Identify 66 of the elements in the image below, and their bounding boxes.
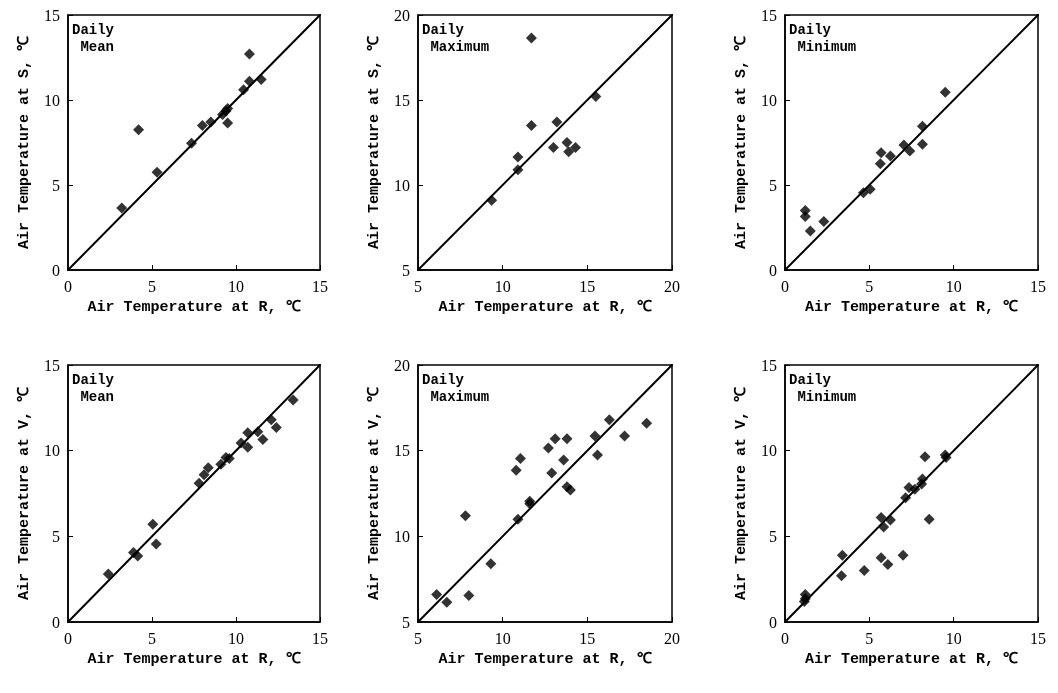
x-tick-label: 5 (865, 629, 874, 647)
x-axis-title: Air Temperature at R, ℃ (804, 299, 1019, 316)
x-tick-label: 10 (945, 277, 962, 295)
y-tick-label: 10 (44, 91, 60, 109)
y-tick-label: 5 (402, 613, 410, 631)
y-tick-label: 10 (394, 176, 410, 194)
y-axis-title: Air Temperature at V, ℃ (366, 386, 383, 601)
y-tick-label: 0 (769, 613, 777, 631)
annotation: Daily Maximum (422, 21, 490, 55)
y-axis-title: Air Temperature at S, ℃ (16, 35, 33, 250)
x-axis-title: Air Temperature at R, ℃ (87, 299, 301, 316)
x-tick-label: 10 (494, 629, 511, 647)
y-tick-label: 10 (761, 91, 777, 109)
x-tick-label: 20 (664, 629, 680, 647)
x-tick-label: 5 (148, 277, 156, 295)
x-axis-title: Air Temperature at R, ℃ (87, 651, 301, 668)
y-tick-label: 20 (394, 356, 410, 374)
x-tick-label: 15 (312, 629, 328, 647)
y-tick-label: 15 (44, 356, 60, 374)
x-tick-label: 5 (148, 629, 156, 647)
x-axis-title: Air Temperature at R, ℃ (438, 299, 652, 316)
y-tick-label: 15 (394, 442, 410, 460)
x-tick-label: 15 (579, 277, 596, 295)
x-tick-label: 0 (64, 277, 72, 295)
x-tick-label: 20 (664, 277, 680, 295)
y-tick-label: 5 (52, 527, 60, 545)
annotation: Daily Minimum (789, 21, 857, 55)
y-tick-label: 10 (394, 527, 410, 545)
x-tick-label: 10 (228, 629, 244, 647)
y-tick-label: 15 (44, 6, 60, 24)
y-tick-label: 5 (769, 527, 777, 545)
y-tick-label: 5 (52, 176, 60, 194)
x-tick-label: 0 (781, 277, 789, 295)
x-tick-label: 10 (228, 277, 244, 295)
y-axis-title: Air Temperature at V, ℃ (16, 386, 33, 601)
x-tick-label: 10 (945, 629, 962, 647)
x-tick-label: 0 (781, 629, 789, 647)
x-tick-label: 15 (1030, 629, 1046, 647)
y-tick-label: 20 (394, 6, 410, 24)
y-axis-title: Air Temperature at S, ℃ (733, 35, 750, 250)
x-tick-label: 10 (494, 277, 511, 295)
y-tick-label: 5 (402, 261, 410, 279)
y-tick-label: 10 (761, 442, 777, 460)
y-tick-label: 10 (44, 442, 60, 460)
annotation: Daily Minimum (789, 371, 857, 405)
y-tick-label: 15 (394, 91, 410, 109)
x-tick-label: 15 (1030, 277, 1046, 295)
x-axis-title: Air Temperature at R, ℃ (438, 651, 652, 668)
y-axis-title: Air Temperature at S, ℃ (366, 35, 383, 250)
annotation: Daily Mean (72, 21, 115, 55)
x-tick-label: 5 (414, 277, 422, 295)
x-tick-label: 0 (64, 629, 72, 647)
x-axis-title: Air Temperature at R, ℃ (804, 651, 1019, 668)
y-tick-label: 0 (52, 613, 60, 631)
x-tick-label: 15 (312, 277, 328, 295)
y-axis-title: Air Temperature at V, ℃ (733, 386, 750, 601)
y-tick-label: 0 (769, 261, 777, 279)
x-tick-label: 5 (414, 629, 422, 647)
annotation: Daily Maximum (422, 371, 490, 405)
y-tick-label: 15 (761, 6, 777, 24)
annotation: Daily Mean (72, 371, 115, 405)
y-tick-label: 5 (769, 176, 777, 194)
x-tick-label: 15 (579, 629, 596, 647)
x-tick-label: 5 (865, 277, 874, 295)
y-tick-label: 15 (761, 356, 777, 374)
y-tick-label: 0 (52, 261, 60, 279)
